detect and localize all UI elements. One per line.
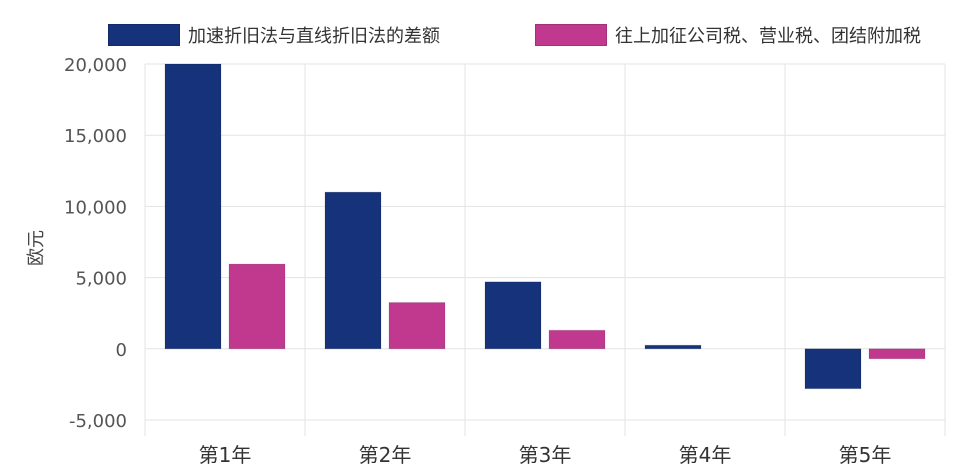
- bar-series-2-第2年: [388, 302, 446, 350]
- legend-item-series-1[interactable]: 加速折旧法与直线折旧法的差额: [108, 20, 440, 50]
- y-tick-label: 20,000: [64, 55, 127, 76]
- y-tick-label: 15,000: [64, 126, 127, 147]
- bar-series-1-第4年: [644, 344, 702, 350]
- bar-series-2-第5年: [868, 348, 926, 360]
- x-tick-label: 第1年: [199, 443, 252, 467]
- bar-series-2-第1年: [228, 263, 286, 350]
- legend-label-series-2: 往上加征公司税、营业税、团结附加税: [615, 26, 921, 47]
- bar-series-1-第5年: [804, 348, 862, 390]
- bar-series-1-第1年: [164, 63, 222, 350]
- x-tick-label: 第5年: [839, 443, 892, 467]
- y-tick-label: 10,000: [64, 197, 127, 218]
- bar-series-1-第2年: [324, 191, 382, 350]
- y-tick-label: -5,000: [69, 411, 127, 432]
- bar-series-1-第3年: [484, 281, 542, 350]
- x-tick-label: 第3年: [519, 443, 572, 467]
- legend-item-series-2[interactable]: 往上加征公司税、营业税、团结附加税: [535, 20, 921, 50]
- legend-swatch-series-2: [535, 24, 607, 46]
- legend-swatch-series-1: [108, 24, 180, 46]
- legend-label-series-1: 加速折旧法与直线折旧法的差额: [188, 26, 440, 47]
- y-tick-label: 5,000: [75, 269, 127, 290]
- y-tick-label: 0: [116, 340, 127, 361]
- bar-series-2-第3年: [548, 329, 606, 350]
- x-tick-label: 第4年: [679, 443, 732, 467]
- x-tick-label: 第2年: [359, 443, 412, 467]
